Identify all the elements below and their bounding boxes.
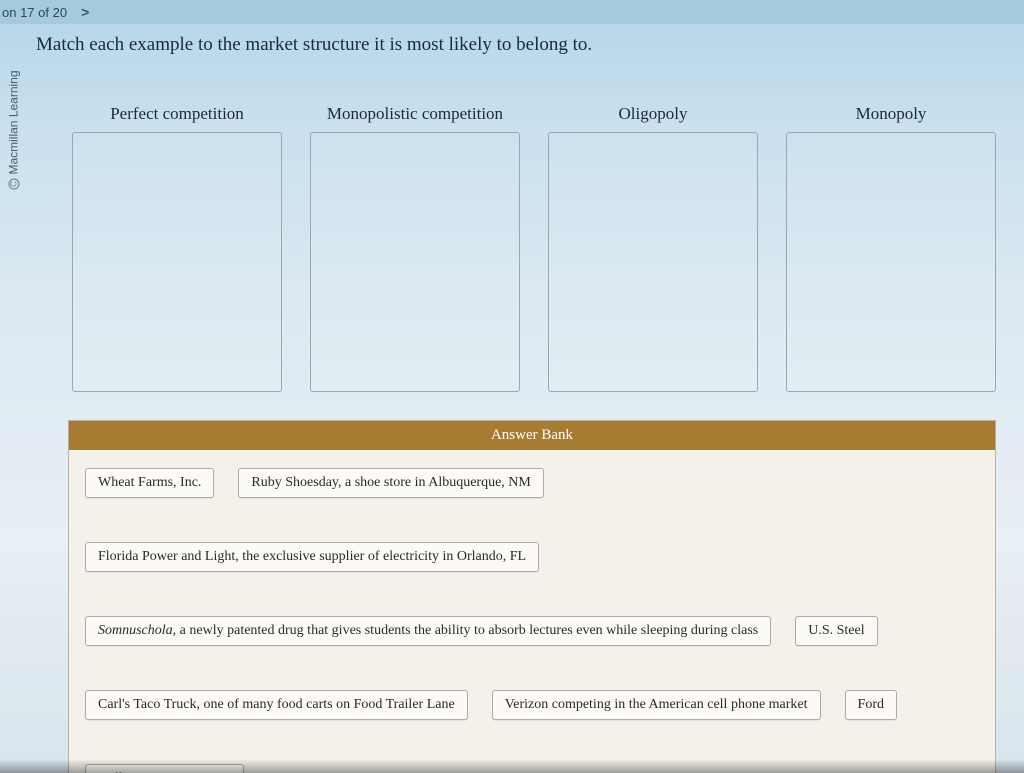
chip-ford[interactable]: Ford: [845, 690, 897, 720]
copyright-icon: C: [9, 179, 20, 190]
drop-zone-row: Perfect competition Monopolistic competi…: [28, 104, 1016, 392]
category-label: Oligopoly: [619, 104, 688, 124]
question-prompt: Match each example to the market structu…: [36, 34, 1016, 56]
chip-ruby-shoesday[interactable]: Ruby Shoesday, a shoe store in Albuquerq…: [238, 468, 543, 498]
chip-verizon[interactable]: Verizon competing in the American cell p…: [492, 690, 821, 720]
answer-bank: Answer Bank Wheat Farms, Inc. Ruby Shoes…: [68, 420, 996, 773]
category-label: Perfect competition: [110, 104, 244, 124]
copyright-label: Macmillan Learning: [7, 70, 21, 174]
drop-col-oligopoly: Oligopoly: [548, 104, 758, 392]
chip-wheat-farms[interactable]: Wheat Farms, Inc.: [85, 468, 214, 498]
drop-col-perfect-competition: Perfect competition: [72, 104, 282, 392]
question-content: Match each example to the market structu…: [28, 28, 1016, 773]
chip-somnuschola[interactable]: Somnuschola, a newly patented drug that …: [85, 616, 771, 646]
drop-zone-perfect-competition[interactable]: [72, 132, 282, 392]
answer-bank-header: Answer Bank: [69, 421, 995, 450]
answer-bank-items: Wheat Farms, Inc. Ruby Shoesday, a shoe …: [69, 450, 995, 773]
chip-carls-taco-truck[interactable]: Carl's Taco Truck, one of many food cart…: [85, 690, 468, 720]
drop-zone-oligopoly[interactable]: [548, 132, 758, 392]
question-progress-bar: on 17 of 20 >: [0, 0, 1024, 24]
drop-zone-monopoly[interactable]: [786, 132, 996, 392]
drop-zone-monopolistic-competition[interactable]: [310, 132, 520, 392]
chip-somnuschola-italic: Somnuschola: [98, 623, 173, 638]
category-label: Monopolistic competition: [327, 104, 503, 124]
category-label: Monopoly: [856, 104, 927, 124]
progress-text: on 17 of 20: [2, 5, 67, 20]
screen-bottom-shadow: [0, 759, 1024, 773]
chip-florida-power-light[interactable]: Florida Power and Light, the exclusive s…: [85, 542, 539, 572]
drop-col-monopoly: Monopoly: [786, 104, 996, 392]
next-question-button[interactable]: >: [81, 4, 89, 20]
copyright-sidebar: C Macmillan Learning: [4, 40, 24, 220]
chip-us-steel[interactable]: U.S. Steel: [795, 616, 877, 646]
chip-somnuschola-rest: , a newly patented drug that gives stude…: [173, 623, 759, 638]
drop-col-monopolistic-competition: Monopolistic competition: [310, 104, 520, 392]
